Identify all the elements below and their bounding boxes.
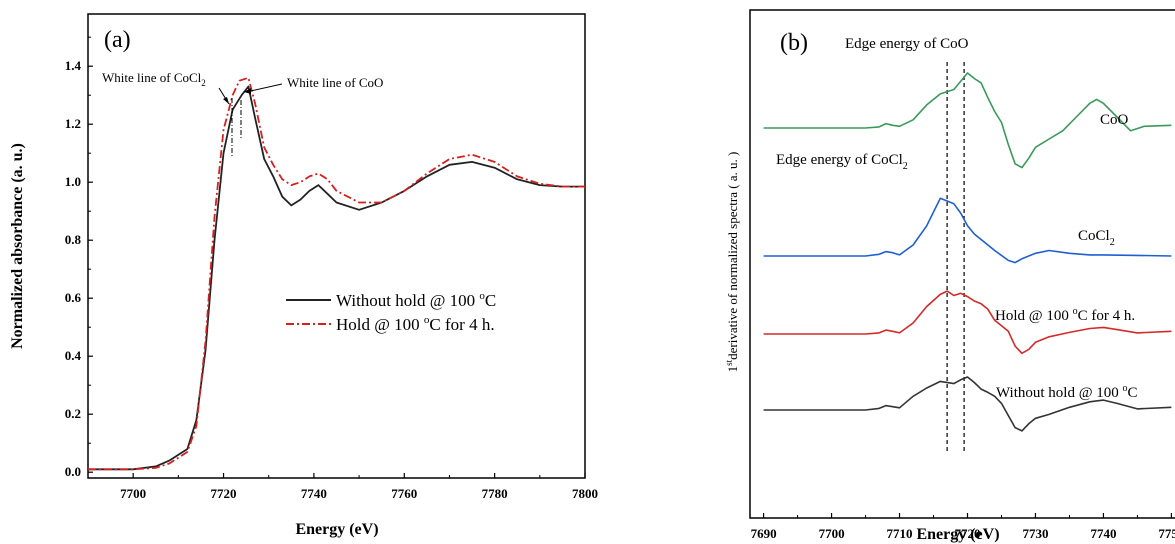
- panel-b-y-axis-title: 1stderivative of normalized spectra ( a.…: [724, 152, 740, 373]
- edge-energy-cocl2-annotation: Edge energy of CoCl2: [776, 152, 908, 172]
- panel-a-series: [88, 76, 585, 471]
- series-label-without-hold: Without hold @ 100 oC: [996, 383, 1138, 401]
- panel-b-x-tick-label: 7700: [819, 526, 845, 541]
- panel-b-edge-lines: [946, 62, 965, 452]
- panel-b-x-tick-label: 7720: [955, 526, 981, 541]
- panel-b-series-line-2: [763, 290, 1172, 355]
- panel-a-y-tick-label: 0.4: [65, 348, 82, 363]
- legend-label-without-hold: Without hold @ 100 oC: [336, 290, 496, 310]
- panel-a-y-ticks: 0.0 0.2 0.4 0.6 0.8 1.0 1.2 1.4: [65, 36, 93, 479]
- series-label-coo: CoO: [1100, 112, 1129, 128]
- panel-a-x-ticks: 7700 7720 7740 7760 7780 7800: [120, 473, 598, 501]
- panel-a-x-tick-label: 7700: [120, 486, 146, 501]
- panel-a-x-tick-label: 7760: [391, 486, 417, 501]
- panel-a-y-tick-label: 0.0: [65, 464, 81, 479]
- panel-a-y-axis-title: Normalized absorbance (a. u.): [9, 143, 26, 349]
- cocl2-arrowhead: [223, 97, 229, 104]
- panel-a-series-line-1: [88, 76, 585, 471]
- panel-a-x-tick-label: 7720: [211, 486, 237, 501]
- series-label-cocl2: CoCl2: [1078, 228, 1115, 248]
- panel-a-x-tick-label: 7780: [482, 486, 508, 501]
- panel-b-series-line-0: [763, 72, 1172, 169]
- panel-b-x-tick-label: 7730: [1022, 526, 1048, 541]
- panel-b-x-axis-title: Energy (eV): [916, 526, 999, 543]
- panel-b-x-tick-label: 7750: [1158, 526, 1175, 541]
- panel-b-label: (b): [780, 30, 808, 56]
- coo-arrowhead: [244, 88, 251, 94]
- panel-a-y-tick-label: 1.0: [65, 174, 81, 189]
- panel-b: (b) 7690 7700 7710 7720 7730 7740 7750 Energy …: [724, 9, 1175, 543]
- panel-a-x-tick-label: 7800: [572, 486, 598, 501]
- panel-a-y-tick-label: 1.2: [65, 116, 81, 131]
- panel-b-x-tick-label: 7710: [887, 526, 913, 541]
- series-label-hold: Hold @ 100 oC for 4 h.: [995, 306, 1135, 324]
- panel-a-x-axis-title: Energy (eV): [295, 521, 378, 538]
- panel-b-x-tick-label: 7740: [1090, 526, 1116, 541]
- panel-a-y-tick-label: 1.4: [65, 58, 82, 73]
- panel-b-series-line-1: [763, 197, 1172, 264]
- legend-label-hold: Hold @ 100 oC for 4 h.: [336, 314, 495, 334]
- panel-a-series-line-0: [88, 85, 585, 471]
- panel-a-y-tick-label: 0.2: [65, 406, 81, 421]
- panel-a: (a) 0.0 0.2 0.4 0.6 0.8 1.0 1.2 1.4 7700 7720 774…: [9, 13, 598, 538]
- panel-a-label: (a): [104, 27, 131, 53]
- panel-b-series: [763, 72, 1172, 432]
- panel-b-x-ticks: 7690 7700 7710 7720 7730 7740 7750: [751, 513, 1175, 541]
- panel-a-x-tick-label: 7740: [301, 486, 327, 501]
- coo-white-line-annotation: White line of CoO: [287, 75, 383, 90]
- panel-a-y-tick-label: 0.6: [65, 290, 82, 305]
- panel-a-y-tick-label: 0.8: [65, 232, 82, 247]
- panel-b-x-tick-label: 7690: [751, 526, 777, 541]
- panel-b-series-line-3: [763, 376, 1172, 432]
- coo-arrow: [245, 83, 283, 93]
- panel-a-frame: [87, 13, 586, 479]
- panel-a-legend: Without hold @ 100 oC Hold @ 100 oC for …: [286, 290, 496, 334]
- edge-energy-coo-annotation: Edge energy of CoO: [845, 36, 969, 52]
- cocl2-white-line-annotation: White line of CoCl2: [102, 70, 206, 88]
- panel-b-frame: [749, 9, 1175, 519]
